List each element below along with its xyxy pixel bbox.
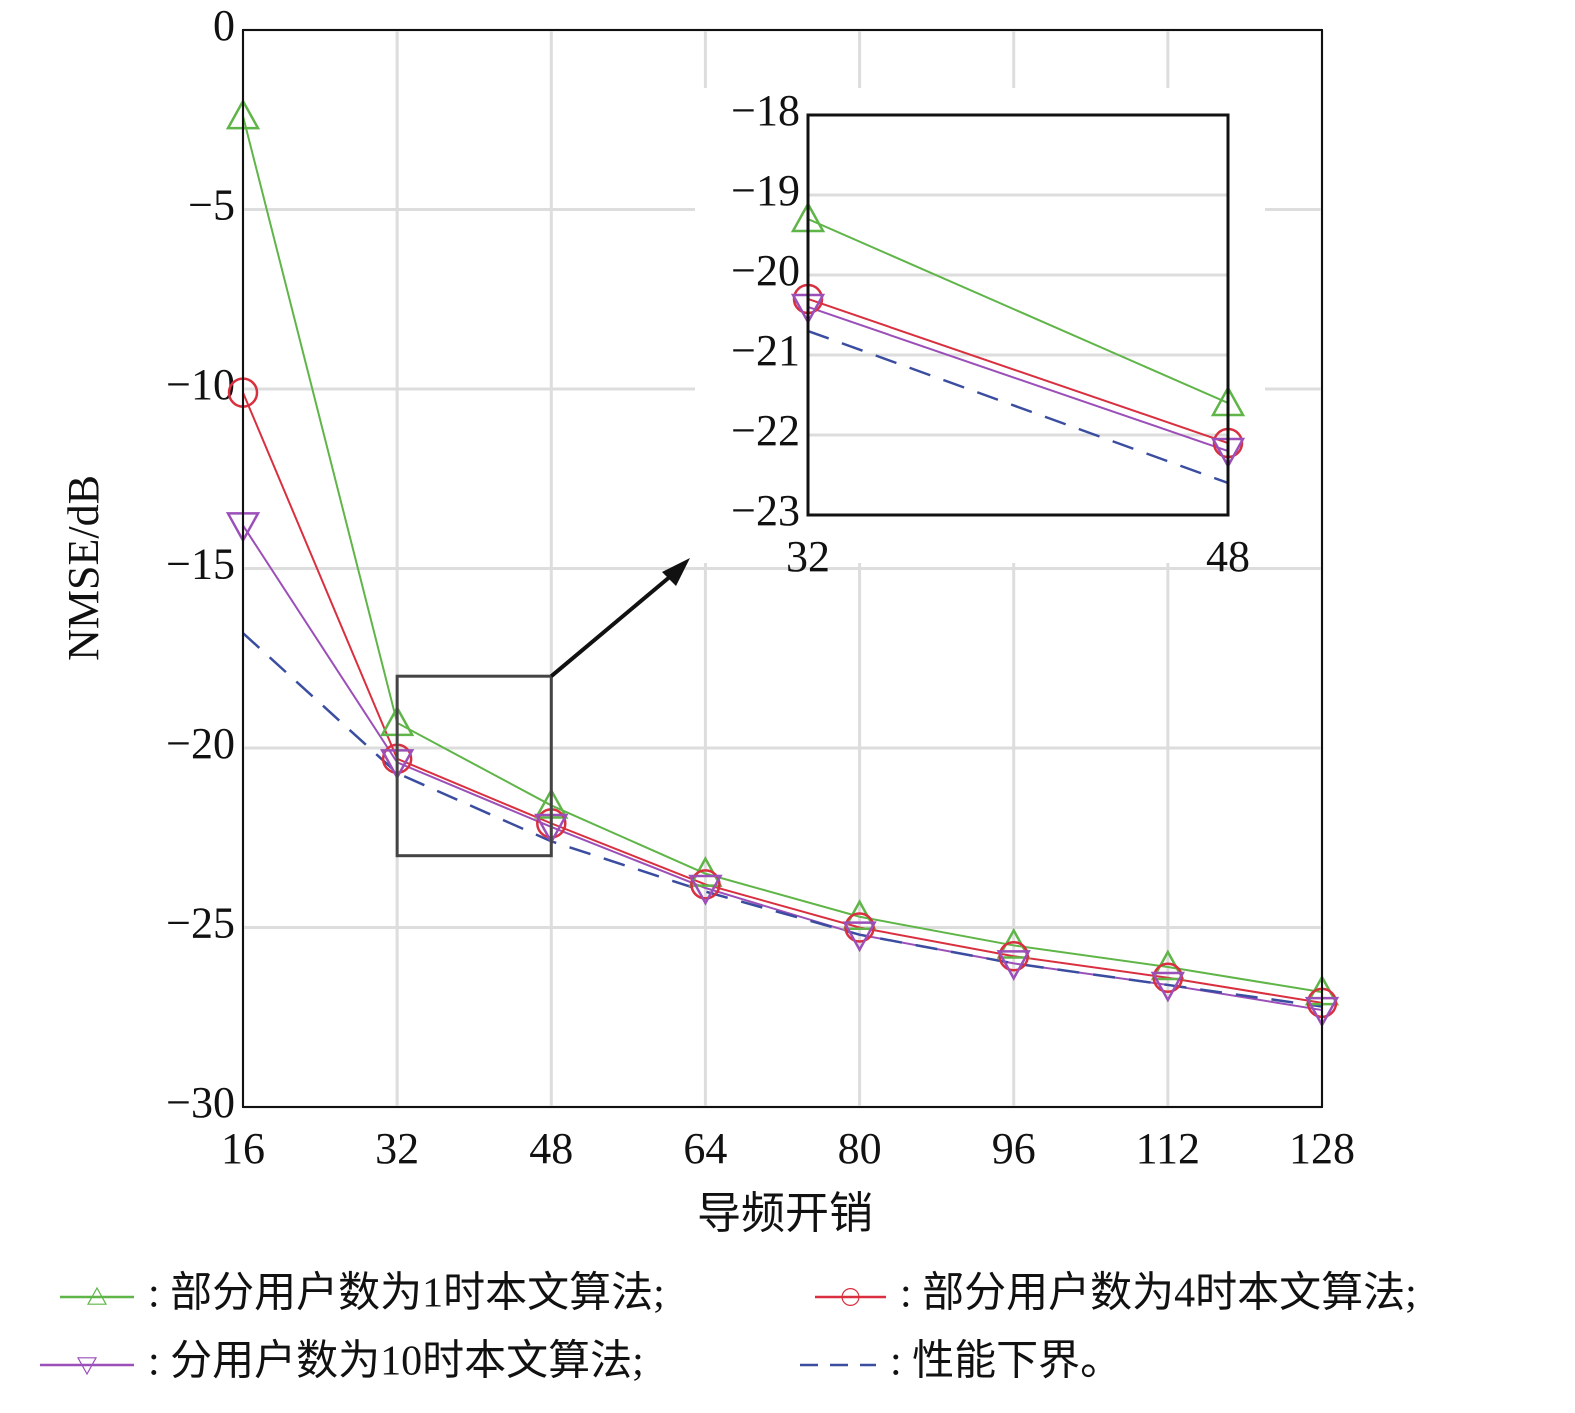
data-point: [1150, 971, 1185, 1003]
y-tick-label: −20: [166, 719, 235, 768]
series-line: [808, 306, 1228, 452]
x-tick-label: 128: [1289, 1124, 1355, 1173]
x-tick-label: 32: [786, 532, 830, 581]
legend-label: : 部分用户数为4时本文算法;: [900, 1270, 1417, 1317]
data-point: [996, 950, 1031, 981]
data-point: [1152, 962, 1184, 994]
x-tick-label: 64: [683, 1124, 727, 1173]
inset-background: [695, 88, 1265, 563]
data-point: [998, 940, 1029, 972]
legend-label: : 部分用户数为1时本文算法;: [148, 1270, 665, 1317]
y-tick-label: −25: [166, 899, 235, 948]
series-line: [808, 218, 1228, 404]
y-tick-label: −19: [731, 166, 800, 215]
y-tick-label: −21: [731, 326, 800, 375]
y-tick-label: 0: [213, 1, 235, 50]
x-tick-label: 48: [529, 1124, 573, 1173]
y-tick-label: −23: [731, 486, 800, 535]
y-axis-label: NMSE/dB: [59, 475, 108, 661]
x-tick-label: 80: [838, 1124, 882, 1173]
y-tick-label: −15: [166, 540, 235, 589]
series-line: [242, 392, 1323, 1004]
legend-marker: [86, 1286, 108, 1305]
x-axis-label: 导频开销: [697, 1189, 873, 1238]
data-point: [690, 869, 721, 900]
zoom-box: [395, 674, 553, 858]
y-tick-label: −22: [731, 406, 800, 455]
legend-marker: [841, 1288, 860, 1307]
x-tick-label: 32: [375, 1124, 419, 1173]
legend-marker: [76, 1357, 98, 1376]
data-point: [842, 921, 877, 953]
legend-label: : 性能下界。: [890, 1339, 1122, 1385]
series-line: [808, 298, 1228, 444]
data-point: [688, 874, 723, 906]
series-line: [242, 524, 1323, 1012]
legend-label: : 分用户数为10时本文算法;: [148, 1338, 644, 1385]
y-tick-label: −30: [166, 1078, 235, 1127]
series-line: [242, 115, 1323, 994]
x-tick-label: 112: [1136, 1124, 1200, 1173]
series-line: [242, 632, 1323, 1008]
data-point: [844, 912, 875, 943]
y-tick-label: −18: [731, 86, 800, 135]
zoom-arrow: [550, 568, 680, 678]
y-tick-label: −10: [166, 360, 235, 409]
inset-plot: [808, 218, 1228, 485]
plot: [242, 115, 1323, 1012]
y-tick-label: −5: [188, 181, 235, 230]
zoom-arrowhead: [662, 558, 690, 586]
x-tick-label: 96: [992, 1124, 1036, 1173]
x-tick-label: 16: [221, 1124, 265, 1173]
axes-box: [806, 113, 1230, 517]
series-line: [808, 329, 1228, 485]
y-tick-label: −20: [731, 246, 800, 295]
axes-box: [242, 29, 1323, 1108]
x-tick-label: 48: [1206, 532, 1250, 581]
